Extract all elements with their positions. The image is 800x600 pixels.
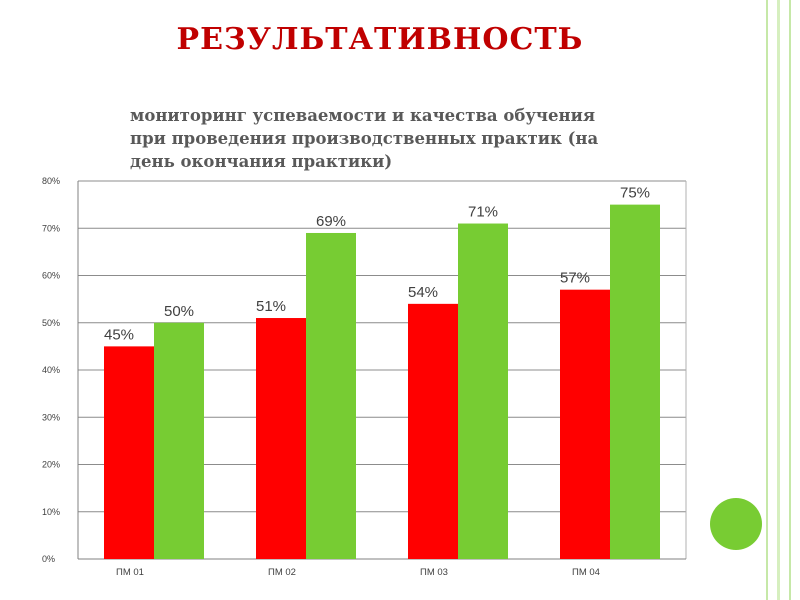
y-tick-label: 70% — [42, 223, 60, 233]
decorative-circle — [710, 498, 762, 550]
y-tick-label: 10% — [42, 507, 60, 517]
data-label: 51% — [256, 298, 286, 315]
bar-layer — [104, 204, 660, 559]
data-label: 50% — [164, 303, 194, 320]
x-tick-label: ПМ 01 — [116, 567, 144, 578]
bar-red-3 — [408, 303, 458, 559]
y-tick-label: 40% — [42, 365, 60, 375]
y-tick-label: 80% — [42, 176, 60, 186]
data-label: 57% — [560, 270, 590, 287]
x-tick-label: ПМ 03 — [420, 567, 448, 578]
bar-green-2 — [306, 232, 356, 559]
frame-line — [789, 0, 791, 600]
bar-red-4 — [560, 289, 610, 559]
y-tick-label: 60% — [42, 271, 60, 281]
bar-red-1 — [104, 346, 154, 559]
label-layer: 0% 10% 20% 30% 40% 50% 60% 70% 80% 45% 50% ПМ 01 51%… — [42, 176, 650, 578]
data-label: 69% — [316, 213, 346, 230]
bar-green-3 — [458, 223, 508, 559]
slide-title: РЕЗУЛЬТАТИВНОСТЬ — [176, 22, 584, 57]
y-tick-label: 0% — [42, 554, 55, 564]
frame-line — [777, 0, 780, 600]
data-label: 75% — [620, 185, 650, 202]
bar-green-1 — [154, 322, 204, 559]
bar-green-4 — [610, 204, 660, 559]
data-label: 71% — [468, 204, 498, 221]
y-tick-label: 20% — [42, 460, 60, 470]
data-label: 45% — [104, 326, 134, 343]
chart-title: мониторинг успеваемости и качества обуче… — [130, 106, 599, 171]
y-tick-label: 50% — [42, 318, 60, 328]
x-tick-label: ПМ 02 — [268, 567, 296, 578]
y-tick-label: 30% — [42, 412, 60, 422]
bar-red-2 — [256, 318, 306, 559]
x-tick-label: ПМ 04 — [572, 567, 600, 578]
frame-line — [766, 0, 768, 600]
data-label: 54% — [408, 284, 438, 301]
